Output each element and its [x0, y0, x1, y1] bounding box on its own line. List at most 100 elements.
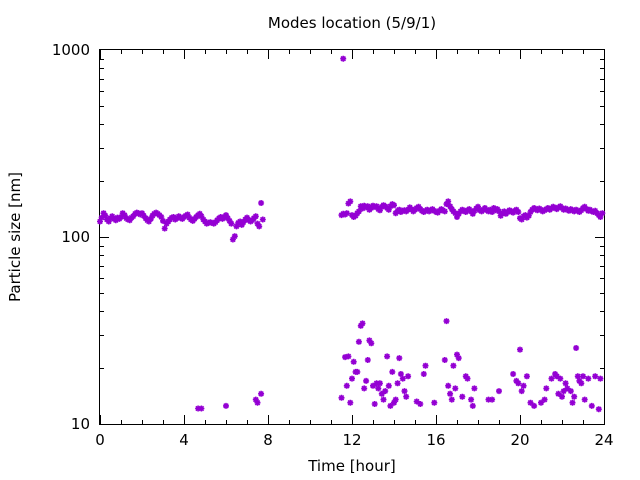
- data-point: [345, 353, 352, 360]
- data-point: [399, 375, 406, 382]
- data-point: [557, 375, 564, 382]
- data-point: [259, 216, 266, 223]
- data-point: [256, 223, 263, 230]
- data-point: [252, 396, 259, 403]
- data-point: [531, 402, 538, 409]
- data-point: [347, 198, 354, 205]
- x-tick-label: 20: [510, 431, 529, 449]
- data-point: [401, 388, 408, 395]
- x-tick-label: 0: [95, 431, 105, 449]
- data-point: [223, 402, 229, 409]
- data-point: [387, 402, 394, 409]
- data-point: [355, 208, 362, 215]
- data-point: [574, 373, 581, 380]
- data-point: [350, 358, 357, 365]
- data-point: [471, 385, 478, 392]
- data-point: [595, 406, 602, 413]
- data-point: [384, 353, 391, 360]
- data-point: [355, 338, 362, 345]
- data-point: [228, 220, 235, 227]
- data-point: [231, 233, 238, 240]
- data-point: [517, 346, 523, 353]
- x-tick-label: 8: [263, 431, 273, 449]
- data-point: [161, 225, 168, 232]
- data-point: [420, 371, 427, 377]
- x-axis-title: Time [hour]: [307, 457, 396, 475]
- data-point: [223, 212, 229, 219]
- y-tick-label: 1000: [52, 41, 90, 59]
- data-point: [340, 55, 347, 62]
- data-point: [452, 385, 459, 392]
- data-point: [569, 399, 576, 406]
- data-point: [541, 396, 548, 403]
- data-point: [97, 218, 103, 225]
- data-point: [515, 380, 522, 387]
- data-point: [489, 396, 496, 403]
- x-tick-label: 12: [342, 431, 361, 449]
- data-point: [468, 396, 475, 403]
- data-point: [548, 375, 555, 382]
- data-point: [252, 213, 259, 220]
- data-point: [588, 402, 595, 409]
- data-point: [469, 402, 476, 409]
- data-point: [375, 385, 382, 392]
- data-point: [573, 345, 580, 351]
- data-point: [258, 390, 265, 397]
- data-point: [585, 375, 592, 382]
- data-point: [455, 355, 462, 362]
- data-point: [147, 215, 154, 222]
- data-point: [195, 405, 202, 412]
- data-point: [254, 399, 261, 406]
- data-point: [520, 382, 527, 389]
- x-tick-label: 16: [426, 431, 445, 449]
- data-point: [118, 214, 124, 220]
- data-point: [198, 213, 205, 220]
- data-point: [555, 390, 562, 397]
- data-point: [413, 398, 420, 405]
- data-point: [559, 393, 565, 400]
- data-point: [349, 375, 355, 382]
- data-point: [422, 362, 429, 369]
- data-point: [454, 214, 460, 220]
- data-point: [581, 396, 588, 403]
- data-point: [518, 216, 525, 223]
- data-points: [97, 55, 606, 413]
- data-point: [376, 207, 383, 214]
- data-point: [233, 223, 240, 230]
- data-point: [105, 218, 112, 225]
- data-point: [597, 214, 604, 220]
- data-point: [592, 373, 599, 380]
- data-point: [464, 375, 471, 382]
- data-point: [354, 368, 361, 375]
- data-point: [389, 368, 396, 375]
- data-point: [571, 393, 578, 400]
- plot-frame: [99, 49, 605, 425]
- data-point: [578, 380, 585, 387]
- y-tick-label: 10: [71, 415, 90, 433]
- data-point: [392, 396, 399, 403]
- data-point: [361, 385, 368, 392]
- data-point: [338, 394, 345, 401]
- data-point: [370, 382, 376, 389]
- data-point: [485, 396, 492, 403]
- x-axis: 0 4 8 12 16 20 24: [95, 50, 614, 449]
- data-point: [523, 373, 530, 380]
- data-point: [343, 382, 350, 389]
- data-point: [368, 340, 375, 347]
- data-point: [450, 362, 457, 369]
- data-point: [510, 371, 517, 377]
- data-point: [258, 200, 265, 206]
- data-point: [496, 388, 502, 395]
- data-point: [553, 373, 560, 380]
- data-point: [525, 212, 532, 219]
- data-point: [447, 390, 454, 397]
- data-point: [417, 401, 424, 407]
- data-point: [441, 357, 448, 363]
- data-point: [454, 351, 460, 358]
- data-point: [373, 380, 380, 387]
- data-point: [496, 208, 502, 215]
- data-point: [475, 203, 481, 210]
- data-point: [562, 380, 569, 387]
- data-point: [567, 388, 574, 395]
